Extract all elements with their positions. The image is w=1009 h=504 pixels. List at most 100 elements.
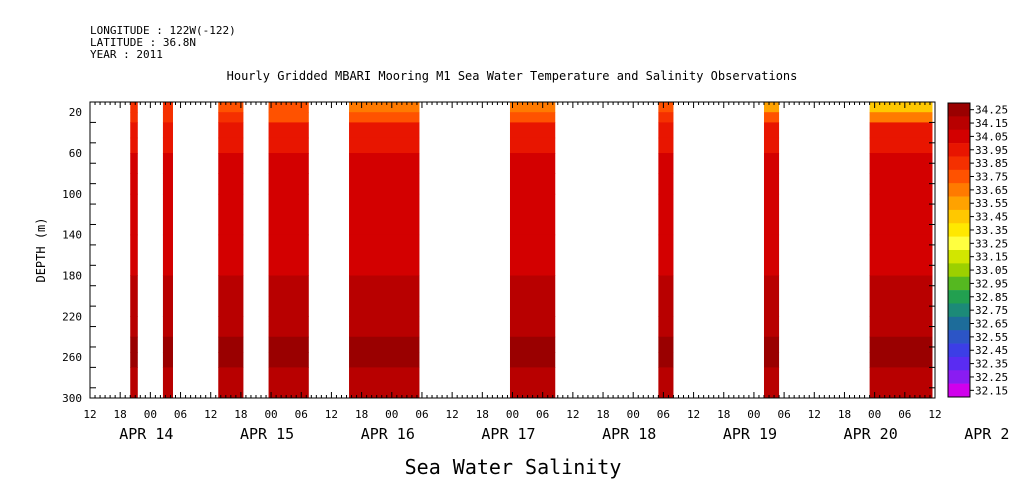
data-segment-band	[869, 112, 933, 123]
y-tick-label: 60	[69, 147, 82, 160]
x-tick-label: 12	[808, 408, 821, 421]
data-segment	[218, 102, 244, 399]
data-segment-band	[349, 367, 420, 399]
data-segment-band	[268, 316, 309, 338]
colorbar-label: 33.45	[975, 211, 1008, 224]
colorbar-label: 32.15	[975, 384, 1008, 397]
x-tick-label: 12	[204, 408, 217, 421]
data-segment-band	[509, 234, 556, 277]
colorbar-swatch	[948, 129, 970, 144]
data-segment-band	[218, 193, 244, 236]
data-segment-band	[509, 137, 556, 154]
data-segment	[658, 102, 674, 399]
data-segment-band	[763, 112, 780, 123]
data-segment-band	[218, 137, 244, 154]
colorbar-swatch	[948, 330, 970, 344]
data-segment-band	[658, 275, 674, 317]
data-segment-band	[658, 193, 674, 236]
colorbar-label: 32.65	[975, 318, 1008, 331]
year-label: YEAR : 2011	[90, 48, 163, 61]
data-segment-band	[268, 336, 309, 353]
data-segment-band	[130, 336, 138, 353]
y-axis-ticks: 20 60 100 140 180 220 260 300	[62, 101, 935, 405]
colorbar-label: 34.05	[975, 130, 1008, 143]
data-segment-band	[869, 336, 933, 353]
data-segment-band	[658, 102, 674, 113]
data-segment-band	[162, 352, 173, 368]
colorbar-frame	[947, 102, 971, 398]
x-tick-label: 18	[114, 408, 127, 421]
data-segment-band	[763, 193, 780, 236]
data-segment-band	[218, 275, 244, 317]
colorbar-label: 32.25	[975, 371, 1008, 384]
data-segment-band	[162, 336, 173, 353]
data-segment-band	[869, 173, 933, 195]
data-segment-band	[658, 153, 674, 174]
colorbar-swatch	[948, 250, 970, 264]
colorbar-label: 33.85	[975, 157, 1008, 170]
data-segment-band	[509, 352, 556, 368]
data-segment-band	[763, 173, 780, 195]
x-tick-label: 00	[506, 408, 519, 421]
x-date-label: APR 20	[844, 425, 898, 443]
data-segment-band	[349, 173, 420, 195]
colorbar-swatch	[948, 370, 970, 384]
y-tick-label: 300	[62, 392, 82, 405]
data-segment-band	[763, 316, 780, 338]
colorbar-swatch	[948, 263, 970, 278]
colorbar-swatch	[948, 103, 970, 117]
data-segment-band	[268, 122, 309, 139]
data-segment-band	[658, 316, 674, 338]
data-segment-band	[349, 137, 420, 154]
x-tick-label: 12	[325, 408, 338, 421]
x-tick-label: 18	[355, 408, 368, 421]
colorbar-label: 34.25	[975, 104, 1008, 117]
data-segment	[869, 102, 933, 399]
data-segment-band	[218, 367, 244, 399]
data-segment	[162, 102, 173, 399]
colorbar-swatch	[948, 196, 970, 211]
colorbar-swatch	[948, 356, 970, 371]
y-tick-label: 140	[62, 229, 82, 242]
x-date-label: APR 21	[964, 425, 1009, 443]
data-segment-band	[268, 153, 309, 174]
data-segment	[268, 102, 309, 399]
data-segment-band	[763, 234, 780, 277]
data-segment-band	[218, 352, 244, 368]
data-segment-band	[268, 112, 309, 123]
data-segment-band	[509, 122, 556, 139]
colorbar-swatch	[948, 236, 970, 251]
x-tick-label: 18	[596, 408, 609, 421]
data-segment-band	[869, 316, 933, 338]
data-segment-band	[658, 352, 674, 368]
x-tick-label: 18	[234, 408, 247, 421]
data-segment-band	[509, 112, 556, 123]
data-segment-band	[869, 275, 933, 317]
data-segment-band	[130, 102, 138, 113]
colorbar-label: 32.45	[975, 344, 1008, 357]
colorbar-label: 32.95	[975, 277, 1008, 290]
y-tick-label: 180	[62, 270, 82, 283]
data-segment-band	[130, 112, 138, 123]
y-tick-label: 220	[62, 310, 82, 323]
colorbar-swatch	[948, 316, 970, 331]
data-segment-band	[268, 234, 309, 277]
data-segment-band	[218, 153, 244, 174]
x-tick-label: 06	[536, 408, 549, 421]
data-segment-band	[658, 173, 674, 195]
data-segment-band	[349, 153, 420, 174]
data-segment-band	[763, 137, 780, 154]
data-segment-band	[162, 137, 173, 154]
data-segment-band	[218, 336, 244, 353]
x-tick-label: 12	[928, 408, 941, 421]
data-segment	[130, 102, 138, 399]
data-segment-band	[509, 367, 556, 399]
x-date-label: APR 16	[361, 425, 415, 443]
data-segment-band	[130, 275, 138, 317]
data-segment-band	[658, 234, 674, 277]
data-segment-band	[349, 234, 420, 277]
position-info: LONGITUDE : 122W(-122) LATITUDE : 36.8N …	[90, 25, 236, 61]
data-segment-band	[162, 367, 173, 399]
data-segment-band	[349, 122, 420, 139]
x-tick-label: 06	[174, 408, 187, 421]
